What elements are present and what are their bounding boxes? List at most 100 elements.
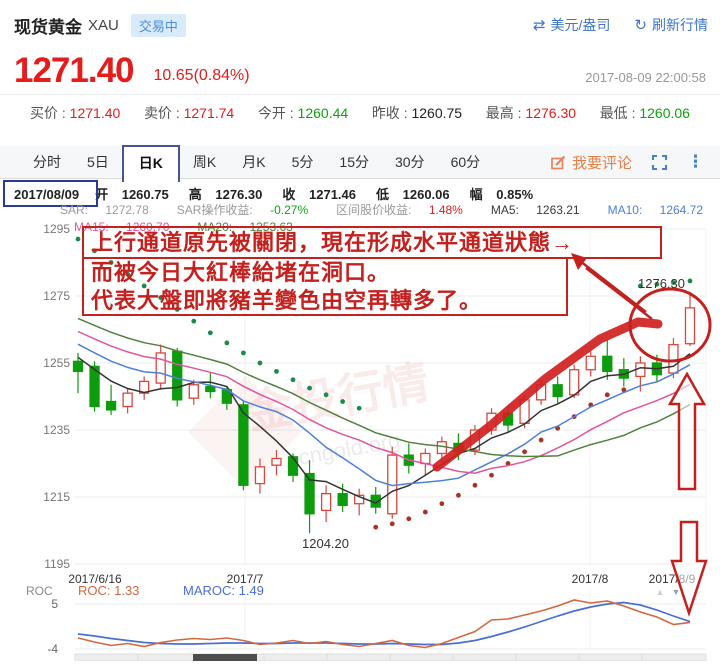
comment-label: 我要评论 (571, 154, 632, 172)
quote-timestamp: 2017-08-09 22:00:58 (585, 70, 706, 85)
status-badge: 交易中 (130, 13, 186, 37)
hand-annotations (432, 253, 712, 618)
tab-weekly-k[interactable]: 周K (192, 154, 217, 170)
tab-30min[interactable]: 30分 (394, 154, 425, 170)
highlight-circle (628, 287, 712, 363)
high-price-label: 1276.30 (638, 276, 685, 291)
roc-axis-tick: 5 (51, 597, 58, 611)
chart-canvas: 1295 1275 1255 1235 1215 1195 5 -4 金投行情cngold.or… (26, 222, 712, 662)
quote-ask: 卖价 : 1271.74 (143, 105, 235, 121)
candle-body (436, 441, 448, 455)
candle-body (337, 492, 348, 507)
candle-body (287, 456, 299, 476)
tab-monthly-k[interactable]: 月K (242, 154, 266, 170)
candle-body (172, 350, 183, 401)
maroc-value-label: MAROC: 1.49 (183, 583, 264, 598)
price-axis-tick: 1195 (44, 557, 70, 571)
candle-body (304, 472, 315, 515)
trend-arrow-stroke (432, 317, 663, 472)
annotation-line3: 代表大盤即將豬羊變色由空再轉多了。 (91, 287, 483, 313)
candle-body (254, 466, 266, 485)
candle-body (420, 452, 431, 465)
chart-tabbar: 分时 5日 日K 周K 月K 5分 15分 30分 60分 我要评论 ⋮ (0, 145, 720, 182)
quote-prev-close: 昨收 : 1260.75 (371, 105, 463, 121)
unit-toggle[interactable]: ⇄ 美元/盎司 (533, 15, 610, 35)
candle-body (89, 365, 100, 408)
candle-body (271, 457, 282, 466)
annotation-line1-box: 上行通道原先被關閉，現在形成水平通道狀態→ (82, 226, 662, 259)
price-axis-tick: 1275 (43, 289, 70, 303)
tab-timeline[interactable]: 分时 (33, 154, 61, 170)
exchange-icon: ⇄ (532, 16, 546, 34)
price-axis-tick: 1215 (43, 490, 70, 504)
date-annotation-box (3, 180, 98, 207)
candle-body (238, 404, 249, 486)
nav-up-triangle[interactable]: ▲ (656, 587, 665, 597)
svg-text:金投行情: 金投行情 (242, 356, 433, 439)
ma20-line (77, 317, 691, 458)
candle-body (354, 494, 365, 505)
header: 现货黄金 XAU 交易中 ⇄ 美元/盎司 ↻ 刷新行情 (14, 10, 708, 40)
edit-icon (551, 155, 566, 169)
nav-down-triangle[interactable]: ▼ (672, 587, 681, 597)
candle-body (668, 343, 679, 374)
candle-body (155, 352, 166, 384)
quote-open: 今开 : 1260.44 (257, 105, 349, 121)
scrollbar-thumb[interactable] (193, 654, 257, 661)
last-price: 1271.40 (14, 51, 135, 90)
annotation-line1: 上行通道原先被關閉，現在形成水平通道狀態→ (91, 230, 575, 255)
quote-bid: 买价 : 1271.40 (30, 105, 121, 121)
annotation-line23-box: 而被今日大紅棒給堵在洞口。 代表大盤即將豬羊變色由空再轉多了。 (82, 256, 568, 316)
instrument-name: 现货黄金 (14, 17, 82, 37)
candle-body (585, 355, 596, 371)
ma15-line (77, 330, 691, 474)
annotation-line2: 而被今日大紅棒給堵在洞口。 (91, 259, 391, 285)
date-axis-label: 2017/6/16 (68, 572, 122, 586)
hollow-up-arrow (667, 371, 707, 491)
maroc-line (77, 601, 691, 646)
quote-summary-row: 买价 : 1271.40 卖价 : 1271.74 今开 : 1260.44 昨… (30, 103, 690, 123)
candlestick-chart: 1295 1275 1255 1235 1215 1195 5 -4 金投行情 cngold.or… (0, 217, 720, 662)
comment-button[interactable]: 我要评论 (551, 152, 632, 173)
price-axis-tick: 1295 (43, 222, 70, 236)
tab-5min[interactable]: 5分 (291, 154, 314, 170)
ma10-line (77, 343, 691, 487)
roc-line (77, 599, 691, 649)
tab-60min[interactable]: 60分 (450, 154, 481, 170)
tab-5day[interactable]: 5日 (87, 154, 109, 170)
ohlc-info-line: 2017/08/09 开 1260.75 高 1276.30 收 1271.46 低 1… (14, 187, 534, 202)
candle-body (552, 384, 563, 398)
candle-body (205, 385, 216, 393)
quote-high: 最高 : 1276.30 (485, 105, 577, 121)
refresh-button[interactable]: ↻ 刷新行情 (634, 15, 708, 35)
price-axis-tick: 1235 (43, 423, 70, 437)
refresh-icon: ↻ (634, 16, 647, 34)
tab-daily-k[interactable]: 日K (121, 145, 180, 182)
roc-axis-tick: -4 (47, 642, 58, 656)
tab-15min[interactable]: 15分 (339, 154, 369, 170)
candle-body (684, 307, 696, 345)
candle-body (569, 369, 580, 396)
price-row: 1271.40 10.65(0.84%) 2017-08-09 22:00:58 (14, 44, 706, 88)
candle-body (602, 355, 613, 373)
candle-body (188, 384, 199, 399)
refresh-label: 刷新行情 (652, 17, 708, 33)
date-axis-label: 2017/8 (572, 572, 609, 586)
divider (0, 94, 720, 95)
candle-body (72, 360, 84, 373)
candle-body (320, 492, 332, 512)
candle-body (105, 400, 117, 411)
fullscreen-icon[interactable] (652, 154, 667, 170)
svg-text:cngold.org: cngold.org (297, 427, 403, 469)
ohlc-date: 2017/08/09 (14, 187, 80, 202)
ma5-line (77, 353, 691, 504)
price-change: 10.65(0.84%) (153, 67, 250, 84)
quote-low: 最低 : 1260.06 (599, 105, 690, 121)
more-menu-icon[interactable]: ⋮ (687, 152, 704, 171)
hollow-down-arrow (670, 520, 708, 618)
instrument-symbol: XAU (88, 16, 119, 34)
date-axis-label: 2017/7 (227, 572, 264, 586)
indicator-info-line: SAR: 1272.78 SAR操作收益: -0.27% 区间股价收益: 1.48%… (60, 203, 704, 217)
unit-label: 美元/盎司 (550, 17, 611, 33)
price-axis-tick: 1255 (43, 356, 70, 370)
